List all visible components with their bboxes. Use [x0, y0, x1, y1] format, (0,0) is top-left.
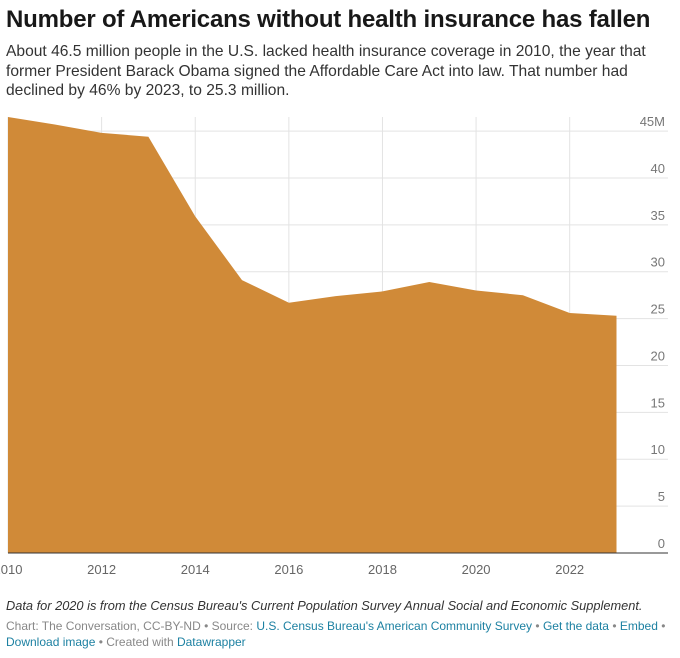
download-image-link[interactable]: Download image: [6, 635, 96, 649]
x-tick-label: 2016: [274, 562, 303, 577]
y-tick-label: 10: [651, 442, 665, 457]
chart-subtitle: About 46.5 million people in the U.S. la…: [6, 43, 646, 99]
separator: •: [200, 619, 212, 633]
area-chart: 2010 2012 2014 2016 2018 2020 2022 0 5 10 15 20 25 3…: [0, 114, 668, 577]
created-with-text: Created with: [106, 635, 177, 649]
x-tick-label: 2020: [462, 562, 491, 577]
y-axis: 0 5 10 15 20 25 30 35 40 45M: [640, 114, 665, 551]
x-tick-label: 2018: [368, 562, 397, 577]
data-note: Data for 2020 is from the Census Bureau'…: [6, 598, 643, 613]
y-tick-label: 40: [651, 161, 665, 176]
chart-title: Number of Americans without health insur…: [6, 6, 651, 33]
x-tick-label: 2022: [555, 562, 584, 577]
y-tick-label: 30: [651, 255, 665, 270]
separator: •: [657, 619, 666, 633]
y-tick-label: 45M: [640, 114, 665, 129]
chart-credit: Chart: The Conversation, CC-BY-ND: [6, 619, 201, 633]
datawrapper-link[interactable]: Datawrapper: [176, 635, 246, 649]
x-tick-label: 2012: [87, 562, 116, 577]
y-tick-label: 5: [658, 489, 665, 504]
y-tick-label: 35: [651, 208, 665, 223]
area-series-uninsured: [8, 117, 617, 553]
source-link[interactable]: U.S. Census Bureau's American Community …: [256, 619, 533, 633]
credits: Chart: The Conversation, CC-BY-ND • Sour…: [6, 618, 674, 650]
embed-link[interactable]: Embed: [619, 619, 658, 633]
x-axis: 2010 2012 2014 2016 2018 2020 2022: [0, 552, 668, 577]
y-tick-label: 15: [651, 395, 665, 410]
x-tick-label: 2014: [181, 562, 210, 577]
source-prefix: Source:: [211, 619, 257, 633]
area-layer: [8, 117, 617, 553]
x-tick-label: 2010: [0, 562, 22, 577]
get-data-link[interactable]: Get the data: [542, 619, 609, 633]
separator: •: [532, 619, 543, 633]
separator: •: [95, 635, 107, 649]
y-tick-label: 25: [651, 302, 665, 317]
y-tick-label: 0: [658, 536, 665, 551]
y-tick-label: 20: [651, 348, 665, 363]
separator: •: [608, 619, 620, 633]
